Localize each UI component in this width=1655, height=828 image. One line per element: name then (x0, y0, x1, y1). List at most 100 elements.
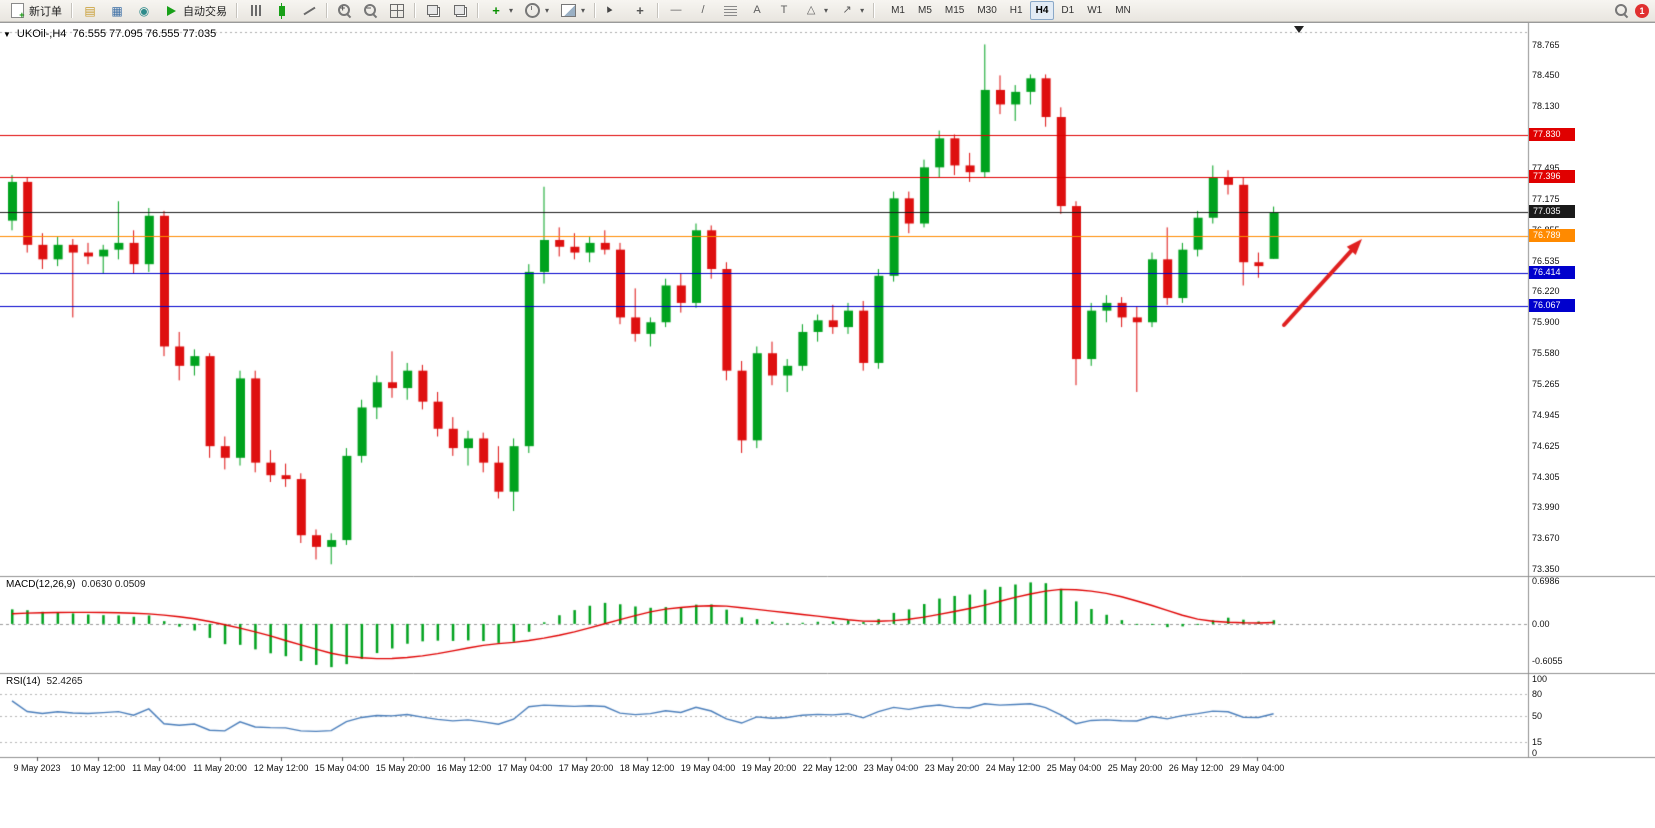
price-chart-canvas[interactable] (0, 23, 1655, 828)
price-tick-label: 76.220 (1532, 286, 1560, 296)
chart-profile-button[interactable]: ▤ (77, 0, 103, 21)
templates-button[interactable]: ▾ (555, 0, 590, 21)
autotrade-button[interactable]: 自动交易 (158, 0, 232, 21)
timeframe-button-M15[interactable]: M15 (944, 5, 965, 16)
search-icon[interactable] (1614, 3, 1629, 18)
crosshair-tool-button[interactable]: + (627, 0, 653, 21)
trendline-tool-button[interactable]: / (690, 0, 716, 21)
autotrade-label: 自动交易 (183, 5, 227, 18)
new-order-button[interactable]: 新订单 (4, 0, 67, 21)
line-chart-button[interactable] (296, 0, 322, 21)
time-axis-label: 15 May 20:00 (375, 763, 431, 773)
dropdown-caret-icon: ▾ (545, 6, 550, 15)
timeframe-button-W1[interactable]: W1 (1087, 5, 1103, 16)
macd-values: 0.0630 0.0509 (81, 579, 146, 590)
toolbar-separator (326, 3, 328, 18)
macd-axis-label: 0.6986 (1532, 576, 1560, 586)
time-axis-label: 10 May 12:00 (70, 763, 126, 773)
candlestick-chart-button[interactable] (269, 0, 295, 21)
rsi-axis-label: 100 (1532, 674, 1548, 684)
dropdown-caret-icon: ▾ (509, 6, 514, 15)
arrows-tool-icon: ↗ (842, 4, 852, 16)
add-indicator-button[interactable]: + ▾ (483, 0, 518, 21)
time-axis-label: 23 May 20:00 (924, 763, 980, 773)
time-axis-label: 19 May 04:00 (680, 763, 736, 773)
time-axis-label: 24 May 12:00 (985, 763, 1041, 773)
tile-windows-button[interactable] (384, 0, 410, 21)
price-line-badge: 76.414 (1529, 266, 1575, 279)
candlestick-icon (274, 2, 290, 19)
timeframe-button-H1[interactable]: H1 (1009, 5, 1023, 16)
rsi-panel-label: RSI(14) 52.4265 (6, 676, 83, 687)
time-axis-label: 15 May 04:00 (314, 763, 370, 773)
timeframe-button-D1[interactable]: D1 (1061, 5, 1075, 16)
clock-icon (524, 3, 540, 19)
rsi-axis-label: 15 (1532, 737, 1543, 747)
price-tick-label: 73.990 (1532, 502, 1560, 512)
toolbar-separator (71, 3, 73, 18)
main-toolbar: 新订单 ▤ ▦ ◉ 自动交易 + − +▾ ▾ ▾ ▲ + — / A T △▾… (0, 0, 1655, 22)
time-axis-label: 25 May 04:00 (1046, 763, 1102, 773)
price-tick-label: 74.945 (1532, 410, 1560, 420)
line-chart-icon (301, 3, 317, 19)
time-axis-label: 17 May 20:00 (558, 763, 614, 773)
toolbar-separator (236, 3, 238, 18)
price-tick-label: 78.765 (1532, 40, 1560, 50)
macd-panel-label: MACD(12,26,9) 0.0630 0.0509 (6, 579, 145, 590)
price-line-badge: 76.789 (1529, 229, 1575, 242)
price-line-badge: 77.830 (1529, 128, 1575, 141)
macd-axis-label: -0.6055 (1532, 656, 1563, 666)
rsi-title: RSI(14) (6, 676, 41, 687)
time-axis-label: 19 May 20:00 (741, 763, 797, 773)
new-order-icon (9, 3, 25, 20)
timeframe-group: M1 M5 M15 M30 H1 H4 D1 W1 MN (885, 1, 1137, 20)
rsi-axis-label: 50 (1532, 711, 1543, 721)
periods-button[interactable]: ▾ (519, 0, 554, 21)
time-axis-label: 9 May 2023 (13, 763, 61, 773)
price-tick-label: 75.580 (1532, 348, 1560, 358)
timeframe-button-MN[interactable]: MN (1115, 5, 1131, 16)
zoom-out-button[interactable]: − (358, 0, 383, 21)
bar-chart-icon (247, 3, 263, 19)
zoom-in-button[interactable]: + (332, 0, 357, 21)
time-axis-label: 26 May 12:00 (1168, 763, 1224, 773)
timeframe-button-M30[interactable]: M30 (977, 5, 997, 16)
bar-chart-button[interactable] (242, 0, 268, 21)
timeframe-button-M5[interactable]: M5 (917, 5, 932, 16)
one-click-trading-toggle[interactable]: ▼ (3, 29, 11, 39)
text-tool-button[interactable]: A (744, 0, 770, 21)
timeframe-button-H4[interactable]: H4 (1029, 1, 1055, 20)
hline-tool-button[interactable]: — (663, 0, 689, 21)
shapes-icon: △ (806, 4, 816, 16)
text-tool-icon: A (753, 4, 761, 16)
macd-axis-label: 0.00 (1532, 619, 1550, 629)
time-axis-label: 29 May 04:00 (1229, 763, 1285, 773)
price-tick-label: 74.305 (1532, 472, 1560, 482)
trendline-icon: / (701, 4, 705, 16)
arrows-tool-button[interactable]: ↗ ▾ (834, 0, 869, 21)
shapes-tool-button[interactable]: △ ▾ (798, 0, 833, 21)
price-line-badge: 77.035 (1529, 205, 1575, 218)
time-axis-label: 12 May 12:00 (253, 763, 309, 773)
price-tick-label: 76.535 (1532, 256, 1560, 266)
cascade-icon (425, 3, 441, 19)
toolbar-separator (657, 3, 660, 18)
symbol-ohlc: 76.555 77.095 76.555 77.035 (72, 28, 217, 40)
label-tool-button[interactable]: T (771, 0, 797, 21)
cascade-windows-button[interactable] (420, 0, 446, 21)
time-axis-label: 11 May 20:00 (193, 763, 247, 773)
profile-icon: ▤ (84, 3, 96, 18)
cursor-tool-button[interactable]: ▲ (600, 0, 626, 21)
fibonacci-tool-button[interactable] (717, 0, 743, 21)
navigator-button[interactable]: ◉ (131, 0, 157, 21)
dropdown-caret-icon: ▾ (824, 6, 829, 15)
price-tick-label: 75.900 (1532, 317, 1560, 327)
market-watch-button[interactable]: ▦ (104, 0, 130, 21)
price-line-badge: 76.067 (1529, 299, 1575, 312)
notification-badge[interactable]: 1 (1635, 3, 1649, 18)
timeframe-button-M1[interactable]: M1 (891, 5, 905, 16)
arrange-windows-button[interactable] (447, 0, 473, 21)
chart-shift-marker[interactable] (1294, 26, 1304, 33)
macd-title: MACD(12,26,9) (6, 579, 76, 590)
time-axis-label: 16 May 12:00 (436, 763, 492, 773)
